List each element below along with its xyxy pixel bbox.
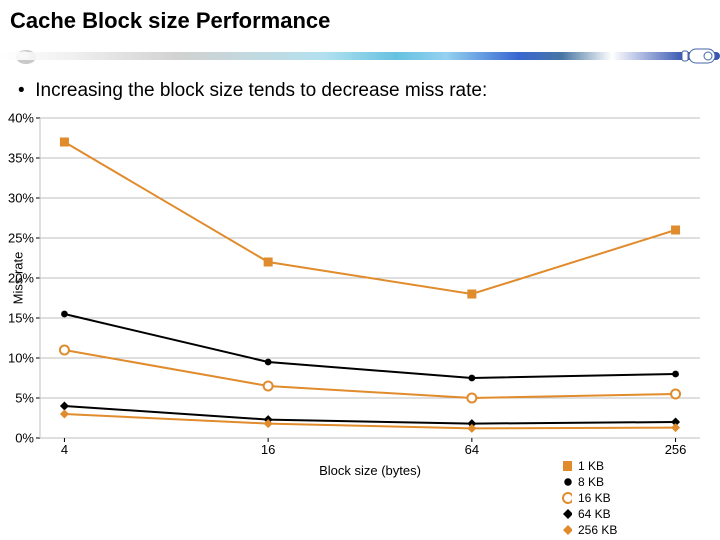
legend-label: 64 KB xyxy=(578,507,611,521)
legend-label: 256 KB xyxy=(578,523,617,537)
y-tick-label: 40% xyxy=(8,111,34,126)
bullet-text: • Increasing the block size tends to dec… xyxy=(18,80,487,102)
chart-legend: 1 KB 8 KB 16 KB 64 KB 256 KB xyxy=(562,458,617,538)
chart-svg xyxy=(40,118,700,438)
legend-item: 256 KB xyxy=(562,522,617,538)
diamond-icon xyxy=(562,509,572,519)
y-tick-label: 5% xyxy=(15,391,34,406)
legend-item: 1 KB xyxy=(562,458,617,474)
x-tick-label: 256 xyxy=(665,442,687,457)
y-tick-label: 25% xyxy=(8,231,34,246)
legend-label: 16 KB xyxy=(578,491,611,505)
diamond-icon xyxy=(562,525,572,535)
bullet-content: Increasing the block size tends to decre… xyxy=(35,80,487,101)
legend-item: 16 KB xyxy=(562,490,617,506)
y-tick-label: 35% xyxy=(8,151,34,166)
legend-item: 8 KB xyxy=(562,474,617,490)
divider-bar xyxy=(0,52,720,60)
x-tick-label: 4 xyxy=(61,442,68,457)
square-icon xyxy=(562,461,572,471)
y-tick-label: 20% xyxy=(8,271,34,286)
legend-label: 8 KB xyxy=(578,475,604,489)
legend-label: 1 KB xyxy=(578,459,604,473)
y-tick-label: 15% xyxy=(8,311,34,326)
circle-icon xyxy=(562,493,572,503)
y-tick-label: 10% xyxy=(8,351,34,366)
y-tick-label: 0% xyxy=(15,431,34,446)
x-axis-label: Block size (bytes) xyxy=(319,463,421,478)
legend-item: 64 KB xyxy=(562,506,617,522)
title-divider xyxy=(0,42,720,70)
x-tick-label: 16 xyxy=(261,442,275,457)
x-tick-label: 64 xyxy=(465,442,479,457)
miss-rate-chart: Miss rate Block size (bytes) 0%5%10%15%2… xyxy=(40,118,700,438)
page-title: Cache Block size Performance xyxy=(10,8,330,34)
dot-icon xyxy=(562,477,572,487)
divider-endcap-icon xyxy=(682,47,718,65)
y-tick-label: 30% xyxy=(8,191,34,206)
bullet-marker: • xyxy=(18,80,35,101)
